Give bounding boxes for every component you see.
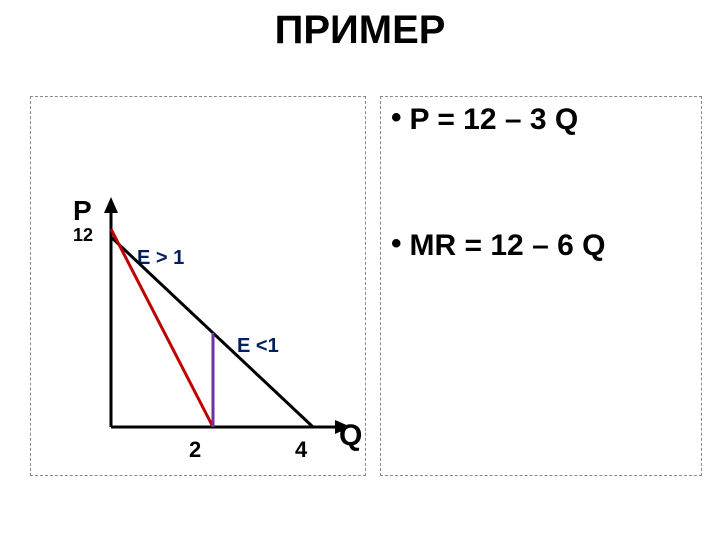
bullet-dot-icon: • — [391, 101, 402, 135]
chart-panel: P 12 E > 1 E <1 2 4 Q — [30, 96, 366, 476]
text-panel: •P = 12 – 3 Q •MR = 12 – 6 Q — [380, 96, 702, 476]
bullet-p-text: P = 12 – 3 Q — [410, 103, 579, 136]
bullet-dot-icon: • — [391, 227, 402, 261]
bullet-mr-text: MR = 12 – 6 Q — [410, 229, 606, 262]
slide-title: ПРИМЕР — [0, 8, 720, 53]
chart-svg — [31, 97, 367, 477]
bullet-p-equation: •P = 12 – 3 Q — [391, 103, 578, 137]
bullet-mr-equation: •MR = 12 – 6 Q — [391, 229, 605, 263]
